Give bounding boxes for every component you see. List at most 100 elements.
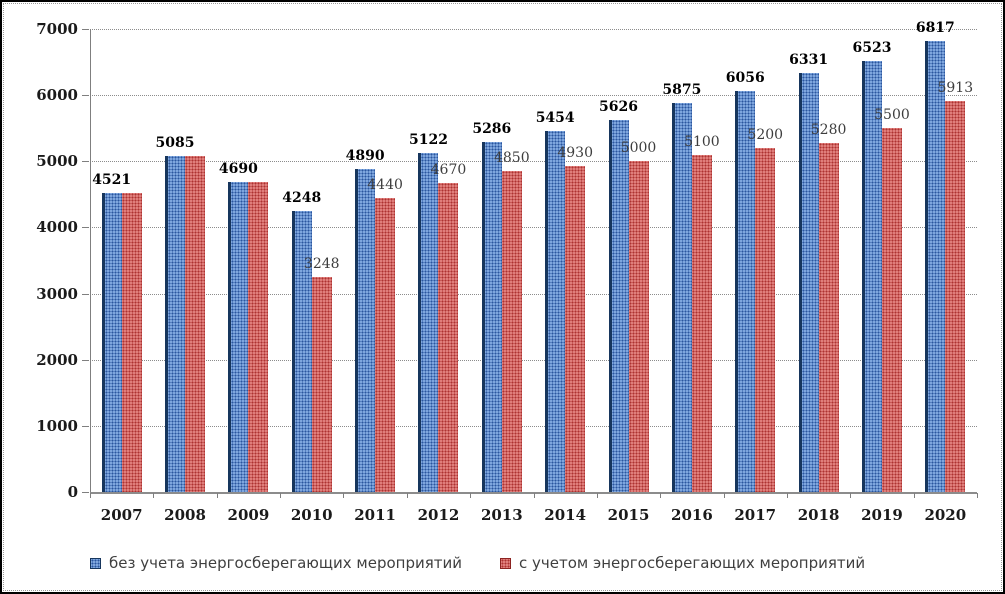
- value-label-blue-2015: 5626: [599, 98, 639, 115]
- value-label-blue-2012: 5122: [408, 132, 448, 149]
- bar-blue-2017: [735, 91, 756, 492]
- bar-blue-2018: [798, 73, 819, 492]
- x-tick-label-2013: 2013: [480, 506, 523, 524]
- x-tick-label-2018: 2018: [797, 506, 840, 524]
- value-label-blue-2016: 5875: [662, 82, 702, 99]
- x-tick-mark-0: [90, 493, 91, 498]
- bar-blue-2009: [228, 181, 249, 492]
- x-tick-mark-5: [406, 493, 408, 498]
- bar-blue-2015: [608, 119, 629, 492]
- x-tick-mark-9: [660, 493, 662, 498]
- x-tick-mark-2: [216, 493, 218, 498]
- gridline-6000: [90, 95, 977, 97]
- value-label-red-2010: 3248: [303, 256, 340, 273]
- bar-blue-2016: [671, 103, 692, 492]
- bar-red-2012: [438, 183, 459, 492]
- x-tick-mark-11: [786, 493, 788, 498]
- value-label-red-2015: 5000: [620, 140, 657, 157]
- bar-red-2019: [881, 128, 902, 492]
- y-tick-label-6000: 6000: [36, 86, 78, 105]
- value-label-blue-2009: 4690: [218, 160, 258, 177]
- x-tick-label-2008: 2008: [164, 506, 206, 524]
- x-tick-mark-1: [153, 493, 155, 498]
- gridline-4000: [90, 227, 977, 229]
- y-tick-label-2000: 2000: [36, 350, 78, 369]
- bar-red-2016: [691, 154, 712, 492]
- x-tick-mark-12: [850, 493, 852, 498]
- x-tick-mark-8: [596, 493, 598, 498]
- bar-blue-2011: [355, 168, 376, 492]
- x-tick-label-2012: 2012: [417, 506, 460, 524]
- bar-blue-2020: [925, 41, 946, 492]
- y-tick-mark-7000: [82, 29, 89, 30]
- value-label-red-2012: 4670: [430, 162, 467, 179]
- y-tick-mark-1000: [82, 425, 89, 427]
- x-tick-mark-14: [977, 493, 978, 498]
- value-label-red-2017: 5200: [747, 127, 784, 144]
- value-label-red-2019: 5500: [874, 107, 910, 124]
- gridline-5000: [90, 161, 977, 163]
- x-tick-label-2019: 2019: [861, 506, 903, 524]
- value-label-blue-2008: 5085: [155, 134, 195, 151]
- y-axis-line: [90, 29, 91, 492]
- bar-red-2020: [945, 100, 966, 492]
- x-tick-mark-13: [913, 493, 915, 498]
- y-tick-mark-6000: [82, 95, 89, 97]
- y-tick-mark-5000: [82, 161, 89, 163]
- x-tick-label-2017: 2017: [734, 506, 777, 524]
- bar-red-2009: [248, 181, 269, 492]
- y-tick-label-4000: 4000: [36, 218, 78, 237]
- value-label-blue-2017: 6056: [725, 70, 765, 87]
- legend-item-blue-series: без учета энергосберегающих мероприятий: [90, 554, 462, 572]
- y-tick-label-5000: 5000: [36, 152, 78, 171]
- value-label-red-2011: 4440: [367, 177, 403, 194]
- value-label-blue-2010: 4248: [282, 190, 322, 207]
- bar-red-2008: [185, 155, 206, 492]
- y-tick-mark-3000: [82, 293, 89, 295]
- value-label-blue-2019: 6523: [852, 39, 892, 56]
- x-tick-mark-3: [280, 493, 282, 498]
- bar-red-2007: [121, 192, 142, 492]
- y-tick-label-0: 0: [67, 483, 78, 501]
- bar-red-2010: [311, 277, 332, 492]
- legend-label: без учета энергосберегающих мероприятий: [109, 554, 463, 572]
- bar-blue-2013: [481, 142, 502, 492]
- legend-item-red-series: с учетом энергосберегающих мероприятий: [500, 554, 865, 572]
- legend-swatch-red-icon: [500, 557, 512, 569]
- bar-red-2011: [375, 198, 396, 492]
- value-label-red-2020: 5913: [937, 79, 974, 96]
- bar-blue-2007: [101, 192, 122, 492]
- bar-blue-2019: [861, 60, 882, 492]
- y-tick-mark-0: [82, 492, 89, 493]
- y-tick-mark-2000: [82, 359, 89, 361]
- value-label-blue-2007: 4521: [92, 171, 132, 188]
- value-label-red-2014: 4930: [557, 144, 593, 161]
- bar-blue-2010: [291, 211, 312, 492]
- bar-blue-2012: [418, 153, 439, 492]
- x-tick-label-2007: 2007: [100, 506, 143, 524]
- bar-red-2014: [565, 165, 586, 492]
- x-tick-mark-10: [723, 493, 725, 498]
- x-tick-label-2010: 2010: [290, 506, 333, 524]
- x-tick-mark-6: [470, 493, 472, 498]
- x-tick-label-2016: 2016: [671, 506, 713, 524]
- gridline-7000: [90, 29, 977, 30]
- bar-red-2015: [628, 161, 649, 492]
- bar-blue-2008: [165, 155, 186, 492]
- y-tick-label-7000: 7000: [36, 20, 78, 38]
- x-tick-label-2020: 2020: [924, 506, 967, 524]
- value-label-red-2013: 4850: [493, 150, 530, 167]
- y-tick-label-1000: 1000: [36, 416, 78, 435]
- value-label-blue-2011: 4890: [345, 147, 385, 164]
- value-label-red-2018: 5280: [810, 121, 847, 138]
- plot-area: 4521 5085 4690 4248 3248 4890 4440 5122 4670 5286…: [90, 20, 977, 492]
- x-tick-label-2011: 2011: [354, 506, 396, 524]
- legend-label: с учетом энергосберегающих мероприятий: [519, 554, 866, 572]
- value-label-red-2016: 5100: [684, 133, 720, 150]
- x-tick-label-2009: 2009: [227, 506, 270, 524]
- bar-red-2017: [755, 148, 776, 492]
- legend-swatch-blue-icon: [90, 557, 101, 569]
- gridline-3000: [90, 293, 977, 295]
- y-tick-mark-4000: [82, 227, 89, 229]
